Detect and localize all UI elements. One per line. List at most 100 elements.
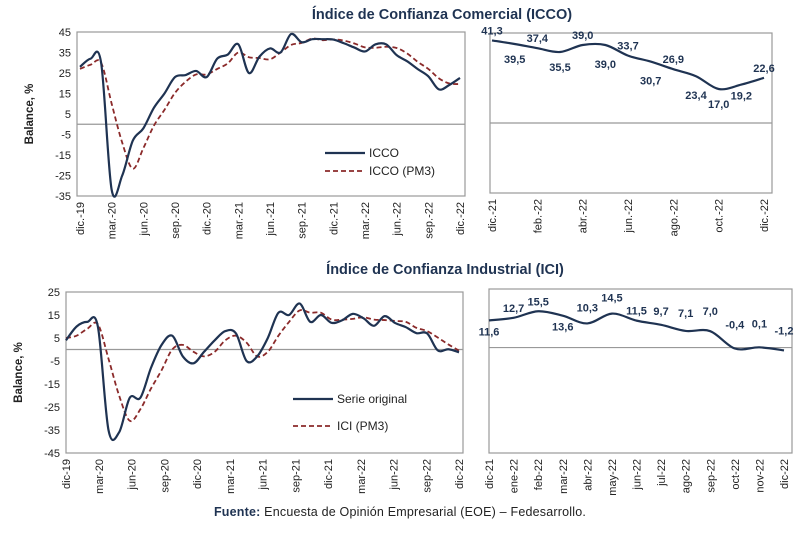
x-tick-label: sep-21 [290,459,302,493]
data-label: 10,3 [577,302,598,314]
legend-label: ICCO [369,146,399,160]
y-axis-label: Balance, % [13,342,25,403]
data-label: 35,5 [549,62,570,74]
x-tick-label: mar-21 [225,459,237,494]
x-tick-label: dic-21 [484,459,496,489]
x-tick-label: mar-22 [356,459,368,494]
data-label: 14,5 [601,293,622,305]
x-tick-label: sep.-20 [170,202,182,239]
x-tick-label: mar.-22 [360,202,372,239]
legend-label: Serie original [337,392,407,406]
data-label: 39,0 [595,59,616,71]
original-series-line [488,310,785,352]
original-series-line [79,32,461,198]
x-tick-label: jun-21 [258,459,270,491]
x-tick-label: dic.-22 [455,202,467,235]
x-tick-label: jun.-22 [392,202,404,237]
data-label: 7,1 [678,308,693,320]
x-tick-label: oct-22 [730,459,742,490]
x-tick-label: jun-22 [632,459,644,491]
x-tick-label: ago-22 [681,459,693,493]
y-tick-label: 25 [59,68,71,80]
x-tick-label: jun-20 [127,459,139,491]
x-tick-label: abr.-22 [578,199,590,233]
x-tick-label: oct.-22 [714,199,726,233]
x-tick-label: jul-22 [656,459,668,487]
x-tick-label: sep-22 [421,459,433,493]
x-tick-label: dic-22 [779,459,791,489]
x-tick-label: feb.-22 [532,199,544,233]
original-series-line [491,39,765,91]
x-tick-label: jun.-20 [138,202,150,237]
x-tick-label: mar-20 [94,459,106,494]
data-label: 11,5 [626,306,647,318]
x-tick-label: may-22 [607,459,619,496]
data-label: 41,3 [481,25,502,37]
x-tick-label: nov-22 [754,459,766,493]
data-label: -1,2 [775,325,794,337]
x-tick-label: mar.-21 [233,202,245,239]
data-label: 11,6 [479,326,500,338]
x-tick-label: dic-20 [192,459,204,489]
y-tick-label: -15 [55,150,71,162]
y-tick-label: 25 [48,287,60,299]
x-tick-label: dic-21 [323,459,335,489]
y-tick-label: -5 [50,356,60,368]
x-tick-label: mar-22 [558,459,570,494]
y-tick-label: 45 [59,27,71,39]
x-tick-label: mar.-20 [107,202,119,239]
data-label: 9,7 [653,306,668,318]
y-tick-label: -35 [44,425,60,437]
x-tick-label: abr-22 [582,459,594,491]
data-label: 39,5 [504,54,525,66]
x-tick-label: dic.-21 [487,199,499,232]
pm3-series-line [79,37,461,170]
x-tick-label: sep.-22 [423,202,435,239]
plot-area [488,288,793,454]
data-label: 30,7 [640,76,661,88]
plot-area [76,31,466,197]
data-label: 0,1 [752,318,767,330]
data-label: 33,7 [617,41,638,53]
data-label: -0,4 [725,320,745,332]
data-label: 7,0 [703,306,718,318]
y-tick-label: -5 [61,130,71,142]
y-tick-label: 5 [54,333,60,345]
data-label: 39,0 [572,30,593,42]
data-label: 37,4 [527,33,549,45]
x-tick-label: dic.-22 [759,199,771,232]
data-label: 23,4 [685,90,707,102]
x-tick-label: sep-20 [159,459,171,493]
x-tick-label: jun.-21 [265,202,277,237]
y-tick-label: -25 [55,171,71,183]
data-label: 12,7 [503,303,524,315]
pm3-series-line [65,309,460,423]
y-tick-label: 15 [48,310,60,322]
y-tick-label: 35 [59,48,71,60]
data-label: 26,9 [663,54,684,66]
x-tick-label: sep-22 [705,459,717,493]
plot-area [489,32,773,194]
x-tick-label: dic-19 [61,459,73,489]
data-label: 22,6 [753,63,774,75]
y-tick-label: -15 [44,379,60,391]
x-tick-label: dic.-19 [75,202,87,235]
x-tick-label: jun-22 [389,459,401,491]
data-label: 13,6 [552,322,573,334]
x-tick-label: dic.-21 [328,202,340,235]
x-tick-label: ene-22 [509,459,521,493]
y-tick-label: -35 [55,191,71,203]
original-series-line [65,302,460,441]
data-label: 17,0 [708,99,729,111]
y-tick-label: 5 [65,109,71,121]
x-tick-label: dic-22 [454,459,466,489]
footnote: Fuente: Encuesta de Opinión Empresarial … [214,505,586,519]
data-label: 19,2 [731,91,752,103]
footnote-label: Fuente: [213,505,261,519]
footnote-text: Encuesta de Opinión Empresarial (EOE) – … [260,505,587,519]
legend-label: ICI (PM3) [337,419,388,433]
y-tick-label: -25 [44,402,60,414]
x-tick-label: ago.-22 [668,199,680,236]
data-label: 15,5 [527,296,548,308]
